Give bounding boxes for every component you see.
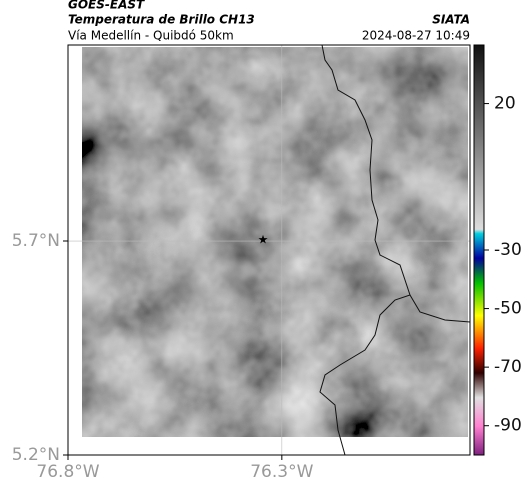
source: GOES-EAST [68,0,145,12]
x-tick-label: 76.3°W [250,462,313,482]
x-tick-label: 76.8°W [36,462,99,482]
y-tick-label: 5.7°N [12,231,60,251]
location-marker: ★ [258,233,269,247]
satellite-image [82,47,468,437]
product: Temperatura de Brillo CH13 [68,13,255,27]
border [321,44,471,323]
colorbar-tick-label: -50 [494,299,522,319]
region: Vía Medellín - Quibdó 50km [68,29,234,43]
colorbar-tick-label: 20 [494,94,516,114]
colorbar-tick-label: -90 [494,416,522,436]
map-border [67,44,471,456]
colorbar [473,44,485,456]
border [319,294,411,456]
timestamp: 2024-08-27 10:49 [362,29,470,43]
y-tick-label: 5.2°N [12,445,60,465]
colorbar-tick-label: -30 [494,240,522,260]
org: SIATA [432,13,470,27]
colorbar-tick-label: -70 [494,357,522,377]
